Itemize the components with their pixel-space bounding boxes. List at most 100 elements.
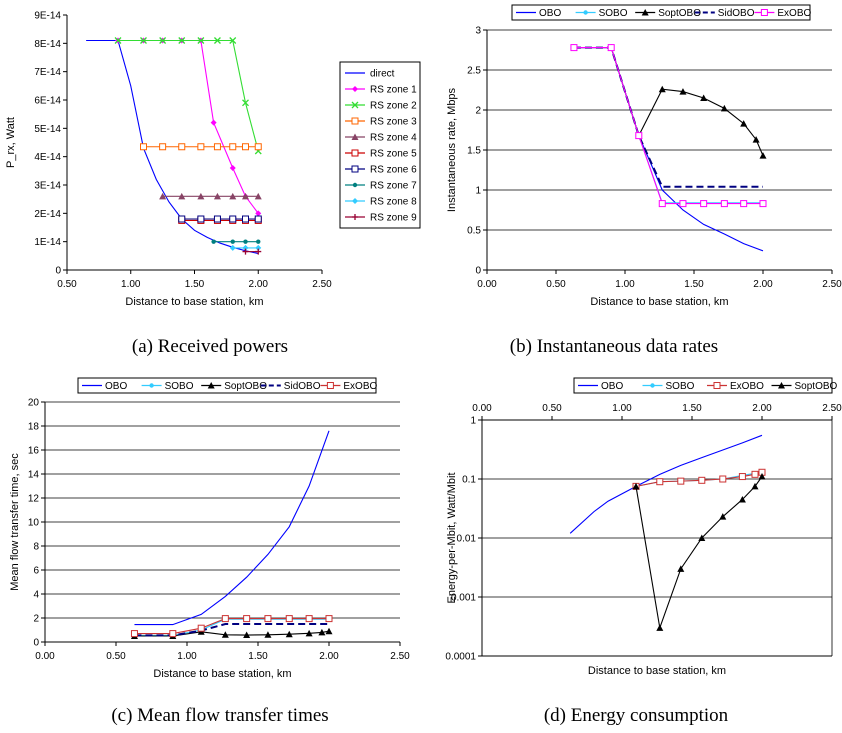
legend-marker (351, 101, 359, 109)
data-point (254, 192, 262, 200)
data-point (197, 624, 205, 632)
x-tick-label: 0.00 (472, 403, 492, 414)
legend-marker (583, 10, 588, 15)
data-point (230, 239, 235, 244)
y-tick-label: 0 (55, 266, 61, 277)
x-axis-label: Distance to base station, km (588, 665, 726, 677)
x-tick-label: 1.50 (684, 279, 704, 290)
data-point (759, 200, 767, 208)
legend-marker (207, 382, 215, 389)
data-point (159, 192, 167, 200)
y-tick-label: 10 (28, 518, 40, 529)
data-point (130, 630, 138, 638)
data-point (285, 630, 293, 638)
data-point (242, 244, 249, 251)
series-line (573, 47, 763, 204)
chart-d: 0.0001 0.001 0.01 0.1 1 0.00 0.50 1.00 1.50 2.00 2… (445, 377, 842, 726)
series-line (134, 623, 329, 637)
data-point (229, 37, 237, 44)
series-line (573, 47, 764, 252)
chart-c: 0 2 4 6 8 10 12 14 16 18 20 0.00 0.50 1.00 1.50 2.00 2.5… (9, 377, 410, 726)
legend-marker (326, 382, 334, 389)
data-point (759, 152, 767, 159)
data-point (720, 104, 728, 112)
legend-label: SidOBO (718, 8, 755, 19)
y-tick-label: 12 (28, 494, 40, 505)
data-point (178, 215, 186, 223)
data-point (698, 534, 706, 541)
legend-label: OBO (539, 8, 561, 19)
data-point (140, 37, 147, 44)
x-tick-label: 2.00 (319, 651, 339, 662)
data-point (213, 215, 221, 223)
x-tick-label: 2.50 (822, 403, 842, 414)
legend-label: ExOBO (730, 381, 764, 392)
x-tick-label: 0.00 (35, 651, 55, 662)
legend-box (511, 4, 811, 21)
legend-label: RS zone 2 (370, 101, 417, 112)
legend-marker (650, 383, 655, 388)
legend: OBO SOBO SoptOBO SidOBO ExOBO (77, 377, 378, 394)
data-point (210, 119, 217, 126)
x-tick-label: 0.50 (542, 403, 562, 414)
data-point (114, 37, 122, 44)
legend-label: RS zone 3 (370, 117, 417, 128)
series-obo (134, 430, 330, 626)
data-point (254, 215, 262, 223)
y-tick-label: 1 (475, 186, 481, 197)
series-line (573, 46, 763, 188)
y-tick-label: 1.5 (467, 146, 481, 157)
series-line (573, 47, 764, 156)
data-point (720, 200, 728, 208)
y-tick-label: 1E-14 (34, 237, 61, 248)
data-point (632, 482, 640, 490)
data-point (254, 143, 262, 151)
y-tick-label: 0 (475, 266, 481, 277)
legend-label: RS zone 5 (370, 149, 417, 160)
y-tick-label: 18 (28, 422, 40, 433)
data-point (700, 200, 708, 208)
x-tick-label: 2.00 (752, 403, 772, 414)
legend-label: RS zone 4 (370, 133, 417, 144)
legend-label: RS zone 9 (370, 213, 417, 224)
data-point (159, 143, 167, 151)
series-obo (569, 434, 763, 534)
data-point (318, 628, 326, 636)
series-obo (573, 47, 764, 252)
data-point (229, 192, 237, 200)
data-point (700, 94, 708, 101)
data-point (243, 615, 251, 623)
y-axis-label: Energy-per-Mbit, Watt/Mbit (446, 472, 458, 603)
series-line (134, 618, 329, 635)
series-rs-zone-7 (211, 239, 261, 244)
y-tick-label: 4 (33, 590, 39, 601)
series-exobo (130, 615, 333, 638)
data-point (751, 482, 759, 490)
data-point (698, 476, 706, 484)
x-axis-label: Distance to base station, km (125, 296, 263, 308)
legend-marker (149, 383, 154, 388)
data-point (243, 239, 248, 244)
y-tick-label: 2.5 (467, 66, 481, 77)
data-point (658, 85, 666, 93)
legend-marker (351, 149, 359, 157)
data-point (255, 244, 262, 251)
y-tick-label: 2E-14 (34, 209, 61, 220)
data-point (213, 143, 221, 151)
caption: (c) Mean flow transfer times (111, 705, 328, 726)
data-point (221, 631, 229, 638)
data-point (255, 248, 262, 255)
legend-label: SOBO (165, 381, 194, 392)
data-point (677, 477, 685, 485)
series-sobo (571, 45, 766, 205)
x-tick-label: 1.00 (615, 279, 635, 290)
data-point (256, 239, 261, 244)
legend-label: RS zone 1 (370, 85, 417, 96)
x-axis-label: Distance to base station, km (590, 296, 728, 308)
y-tick-label: 2 (475, 106, 481, 117)
legend-label: SidOBO (284, 381, 321, 392)
series-rs-zone-3 (140, 143, 262, 151)
series-rs-zone-6 (178, 215, 262, 223)
data-point (758, 473, 766, 480)
y-tick-label: 0.0001 (445, 652, 476, 663)
